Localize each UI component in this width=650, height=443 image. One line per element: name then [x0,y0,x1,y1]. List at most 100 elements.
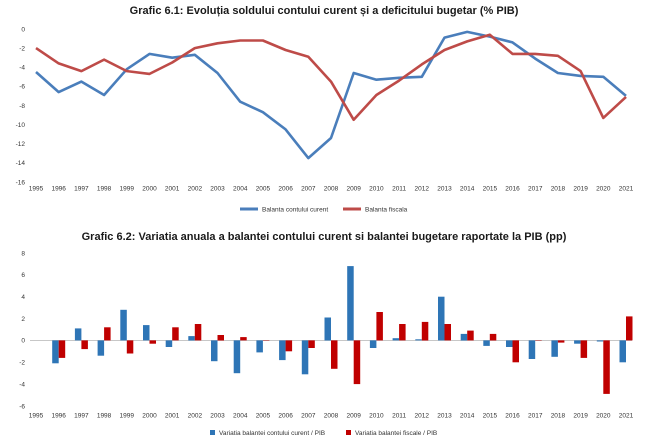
bar-current-account-change [256,340,263,353]
bar-current-account-change [233,340,241,374]
bar-fiscal-balance-change [444,324,451,341]
chart-6-1-plot [35,30,627,160]
x-tick-label: 2013 [437,412,452,419]
bar-fiscal-balance-change [580,340,588,358]
x-tick-label: 2008 [324,185,339,192]
bar-current-account-change [301,340,309,375]
bar-fiscal-balance-change [149,340,156,344]
x-tick-label: 2015 [483,412,498,419]
y-tick-label: 2 [21,316,25,323]
x-tick-label: 1999 [120,412,135,419]
bar-current-account-change [165,340,173,347]
legend-label-current-account-change: Variatia balantei contului curent / PIB [219,430,325,437]
bar-fiscal-balance-change [81,340,88,350]
x-tick-label: 2001 [165,412,180,419]
chart-6-2-x-axis: 1995 1996 1997 1998 1999 2000 2001 2002 2003 2004… [29,412,634,419]
y-tick-label: 0 [21,338,25,345]
x-tick-label: 2009 [346,185,361,192]
x-tick-label: 2009 [346,412,361,419]
x-tick-label: 1996 [51,412,66,419]
bar-fiscal-balance-change [353,340,361,385]
x-tick-label: 2020 [596,185,611,192]
bar-fiscal-balance-change [194,324,202,341]
bar-current-account-change [619,340,626,363]
x-tick-label: 2021 [619,185,634,192]
x-tick-label: 2016 [505,185,520,192]
y-tick-label: -4 [19,65,25,72]
x-tick-label: 2000 [142,412,157,419]
y-tick-label: 4 [21,294,25,301]
x-tick-label: 2003 [210,185,225,192]
x-tick-label: 2010 [369,412,384,419]
bar-current-account-change [596,340,604,342]
x-tick-label: 2011 [392,185,406,192]
x-tick-label: 2014 [460,412,475,419]
x-tick-label: 2016 [505,412,520,419]
bar-current-account-change [347,266,354,341]
x-tick-label: 2012 [415,185,430,192]
chart-6-1-legend: Balanta contului curent Balanta fiscala [240,207,408,214]
chart-6-2-title: Grafic 6.2: Variatia anuala a balantei c… [82,231,567,243]
x-tick-label: 2017 [528,185,543,192]
x-tick-label: 1998 [97,185,112,192]
x-tick-label: 2021 [619,412,634,419]
x-tick-label: 2012 [415,412,430,419]
x-tick-label: 2015 [483,185,498,192]
chart-6-1: Grafic 6.1: Evoluția soldului contului c… [16,5,634,214]
x-tick-label: 2018 [551,185,566,192]
legend-label-fiscal-balance-change: Variatia balantei fiscale / PIB [355,430,437,437]
bar-current-account-change [97,340,105,356]
y-tick-label: -12 [16,141,26,148]
bar-fiscal-balance-change [285,340,293,352]
bar-fiscal-balance-change [603,340,610,394]
x-tick-label: 2007 [301,412,316,419]
x-tick-label: 2006 [278,412,293,419]
x-tick-label: 2019 [573,412,588,419]
x-tick-label: 2013 [437,185,452,192]
x-tick-label: 2014 [460,185,475,192]
bar-fiscal-balance-change [512,340,519,363]
legend-swatch-current-account-change [210,430,215,435]
bar-fiscal-balance-change [58,340,66,358]
bar-current-account-change [120,309,127,341]
x-tick-label: 1999 [120,185,135,192]
x-tick-label: 2005 [256,185,271,192]
chart-6-2-legend: Variatia balantei contului curent / PIB … [210,430,437,437]
bar-current-account-change [211,340,218,362]
y-tick-label: -8 [19,103,25,110]
chart-6-2-y-axis: 8 6 4 2 0 -2 -4 -6 [19,250,25,410]
bar-current-account-change [143,325,150,341]
x-tick-label: 2006 [278,185,293,192]
x-tick-label: 2017 [528,412,543,419]
bar-current-account-change [528,340,536,359]
x-tick-label: 1995 [29,412,44,419]
y-tick-label: -6 [19,84,25,91]
chart-6-1-title: Grafic 6.1: Evoluția soldului contului c… [130,5,519,17]
bar-current-account-change [188,336,195,341]
x-tick-label: 2005 [256,412,271,419]
bar-fiscal-balance-change [399,324,406,341]
bar-fiscal-balance-change [467,330,474,341]
x-tick-label: 2002 [188,185,203,192]
x-tick-label: 2019 [573,185,588,192]
x-tick-label: 2001 [165,185,180,192]
x-tick-label: 1998 [97,412,112,419]
x-tick-label: 2004 [233,185,248,192]
x-tick-label: 1996 [51,185,66,192]
x-tick-label: 2008 [324,412,339,419]
legend-swatch-fiscal-balance-change [346,430,351,435]
bar-fiscal-balance-change [308,340,315,348]
bar-fiscal-balance-change [331,340,338,369]
legend-label-current-account: Balanta contului curent [262,207,328,214]
y-tick-label: 8 [21,250,25,257]
chart-6-1-y-axis: 0 -2 -4 -6 -8 -10 -12 -14 -16 [16,26,26,186]
bar-current-account-change [52,340,59,364]
bar-current-account-change [506,340,513,347]
chart-6-2: Grafic 6.2: Variatia anuala a balantei c… [19,231,633,437]
x-tick-label: 2010 [369,185,384,192]
y-tick-label: 0 [21,26,25,33]
x-tick-label: 2020 [596,412,611,419]
bar-current-account-change [460,333,468,341]
bar-current-account-change [279,340,286,361]
